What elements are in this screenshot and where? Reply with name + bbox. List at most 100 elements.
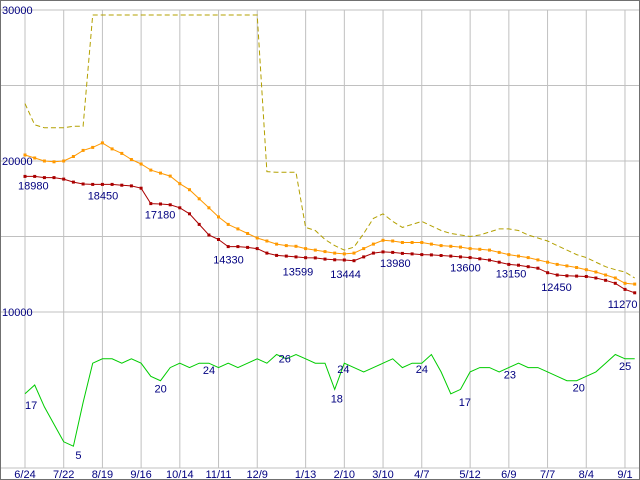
average-price-marker <box>594 270 598 274</box>
lowest-price-marker <box>217 238 220 241</box>
average-price-marker <box>226 222 230 226</box>
y-tick-label: 20000 <box>2 156 33 168</box>
lowest-price-marker <box>236 245 240 249</box>
lowest-price-marker <box>362 255 366 259</box>
lowest-price-marker <box>168 203 172 207</box>
x-tick-label: 3/10 <box>372 469 393 480</box>
lowest-price-marker <box>42 176 46 180</box>
lowest-price-marker <box>526 265 530 269</box>
lowest-price-marker <box>275 253 279 257</box>
average-price-marker <box>255 236 259 240</box>
lowest-price-marker <box>575 274 579 278</box>
lowest-price-marker <box>623 287 627 291</box>
lowest-price-marker <box>439 254 443 257</box>
lowest-price-marker <box>371 251 375 255</box>
average-price-marker <box>33 156 37 160</box>
price-annotation: 13980 <box>380 258 411 270</box>
average-price-marker <box>478 247 482 251</box>
count-annotation: 17 <box>25 400 37 412</box>
lowest-price-marker <box>410 252 414 256</box>
y-tick-label: 30000 <box>2 5 33 17</box>
x-tick-label: 2/10 <box>334 469 355 480</box>
average-price-marker <box>381 238 385 242</box>
average-price-marker <box>459 245 462 249</box>
average-price-marker <box>526 256 530 260</box>
x-tick-label: 6/24 <box>14 469 35 480</box>
average-price-marker <box>468 247 472 251</box>
lowest-price-line <box>25 175 635 294</box>
lowest-price-marker <box>449 254 453 258</box>
average-price-marker <box>91 145 95 149</box>
average-price-marker <box>333 251 337 255</box>
lowest-price-marker <box>497 260 501 264</box>
price-annotation: 12450 <box>541 282 572 294</box>
average-price-marker <box>120 151 124 155</box>
count-annotation: 23 <box>504 370 516 382</box>
average-price-marker <box>507 253 511 257</box>
lowest-price-marker <box>33 174 37 178</box>
count-annotation: 18 <box>331 393 343 405</box>
lowest-price-marker <box>139 186 143 190</box>
lowest-price-marker <box>604 278 608 282</box>
average-price-marker <box>323 250 327 254</box>
average-price-marker <box>633 282 637 286</box>
lowest-price-marker <box>149 202 153 206</box>
average-price-marker <box>188 188 191 192</box>
average-price-marker <box>604 273 608 277</box>
average-price-marker <box>275 242 279 246</box>
average-price-marker <box>304 247 308 251</box>
lowest-price-marker <box>100 182 104 186</box>
lowest-price-marker <box>613 281 617 285</box>
lowest-price-marker <box>633 291 637 295</box>
average-price-marker <box>23 153 27 157</box>
average-price-marker <box>391 239 395 243</box>
x-tick-label: 7/7 <box>540 469 555 480</box>
lowest-price-marker <box>52 176 56 180</box>
lowest-price-marker <box>71 180 75 184</box>
average-price-marker <box>197 197 201 201</box>
lowest-price-marker <box>478 257 482 261</box>
count-annotation: 24 <box>337 364 349 376</box>
lowest-price-marker <box>265 251 269 255</box>
lowest-price-marker <box>197 222 201 226</box>
lowest-price-marker <box>120 183 124 187</box>
y-tick-label: 10000 <box>2 307 33 319</box>
lowest-price-marker <box>546 271 550 275</box>
lowest-price-marker <box>400 251 404 255</box>
average-price-marker <box>159 171 162 175</box>
lowest-price-marker <box>91 182 95 186</box>
average-price-marker <box>352 251 356 255</box>
average-price-marker <box>100 141 104 145</box>
average-price-marker <box>207 206 211 210</box>
lowest-price-marker <box>313 256 317 260</box>
average-price-marker <box>555 262 559 266</box>
lowest-price-marker <box>468 256 472 260</box>
lowest-price-marker <box>188 212 191 216</box>
x-tick-label: 11/11 <box>206 469 232 480</box>
x-tick-label: 6/9 <box>501 469 516 480</box>
count-annotation: 5 <box>75 450 81 462</box>
lowest-price-marker <box>333 258 337 262</box>
price-annotation: 13600 <box>450 263 481 275</box>
price-annotation: 14330 <box>213 255 244 267</box>
average-price-marker <box>81 148 85 152</box>
count-annotation: 25 <box>619 361 631 373</box>
lowest-price-marker <box>304 256 308 260</box>
lowest-price-marker <box>81 182 85 186</box>
lowest-price-marker <box>459 255 462 259</box>
lowest-price-marker <box>159 202 162 206</box>
lowest-price-marker <box>226 245 230 249</box>
average-price-marker <box>149 168 153 172</box>
lowest-price-marker <box>555 273 559 277</box>
average-price-marker <box>129 158 133 161</box>
price-annotation: 13150 <box>496 268 527 280</box>
average-price-marker <box>546 260 550 264</box>
highest-price-line <box>24 14 635 279</box>
average-price-marker <box>313 248 317 252</box>
lowest-price-marker <box>284 254 288 258</box>
average-price-marker <box>236 227 240 231</box>
count-annotation: 24 <box>203 365 215 377</box>
average-price-line <box>24 142 635 285</box>
lowest-price-marker <box>381 250 385 254</box>
